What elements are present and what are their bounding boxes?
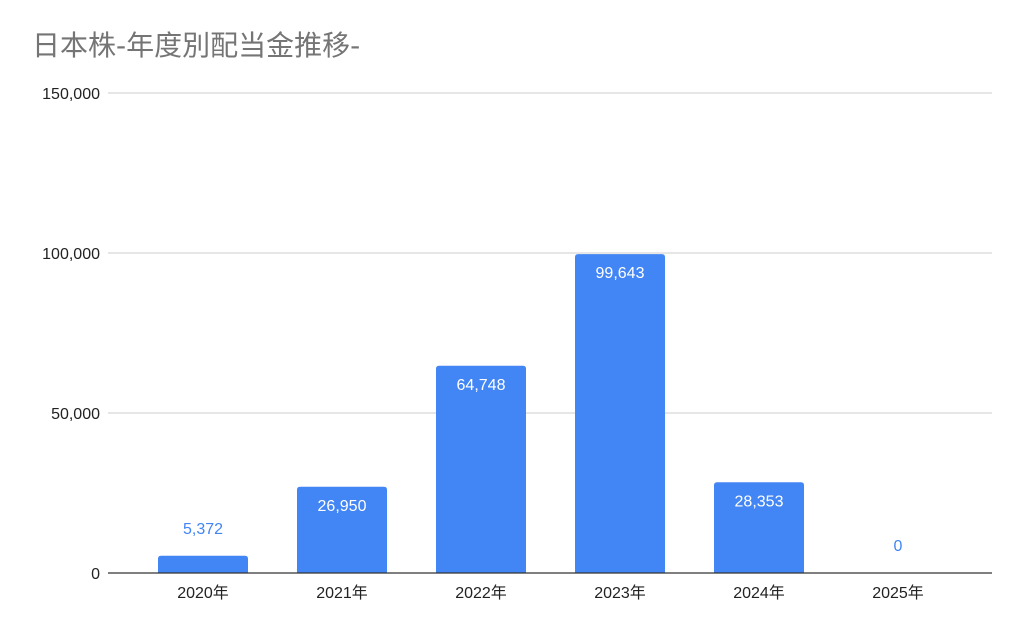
gridlines [108,92,992,414]
data-label: 28,353 [735,493,784,510]
x-tick-label: 2021年 [316,584,368,602]
labels: 0 50,000 100,000 150,000 5,372 2020年 26,950 202… [42,86,924,602]
bar [575,254,665,573]
bar [714,482,804,573]
y-tick-label: 150,000 [42,86,100,103]
data-label: 64,748 [457,377,506,394]
x-tick-label: 2020年 [177,584,229,602]
data-label: 5,372 [183,521,223,538]
data-label: 26,950 [318,498,367,515]
chart-title: 日本株-年度別配当金推移- [32,29,361,62]
bar [297,486,387,573]
x-tick-label: 2022年 [455,584,507,602]
data-label: 0 [894,538,903,555]
y-tick-label: 50,000 [51,406,100,423]
x-tick-label: 2023年 [594,584,646,602]
y-tick-label: 0 [91,566,100,583]
bar [158,555,248,573]
bars [158,254,804,573]
bar [436,365,526,573]
x-tick-label: 2024年 [733,584,785,602]
x-tick-label: 2025年 [872,584,924,602]
y-tick-label: 100,000 [42,246,100,263]
data-label: 99,643 [596,265,645,282]
